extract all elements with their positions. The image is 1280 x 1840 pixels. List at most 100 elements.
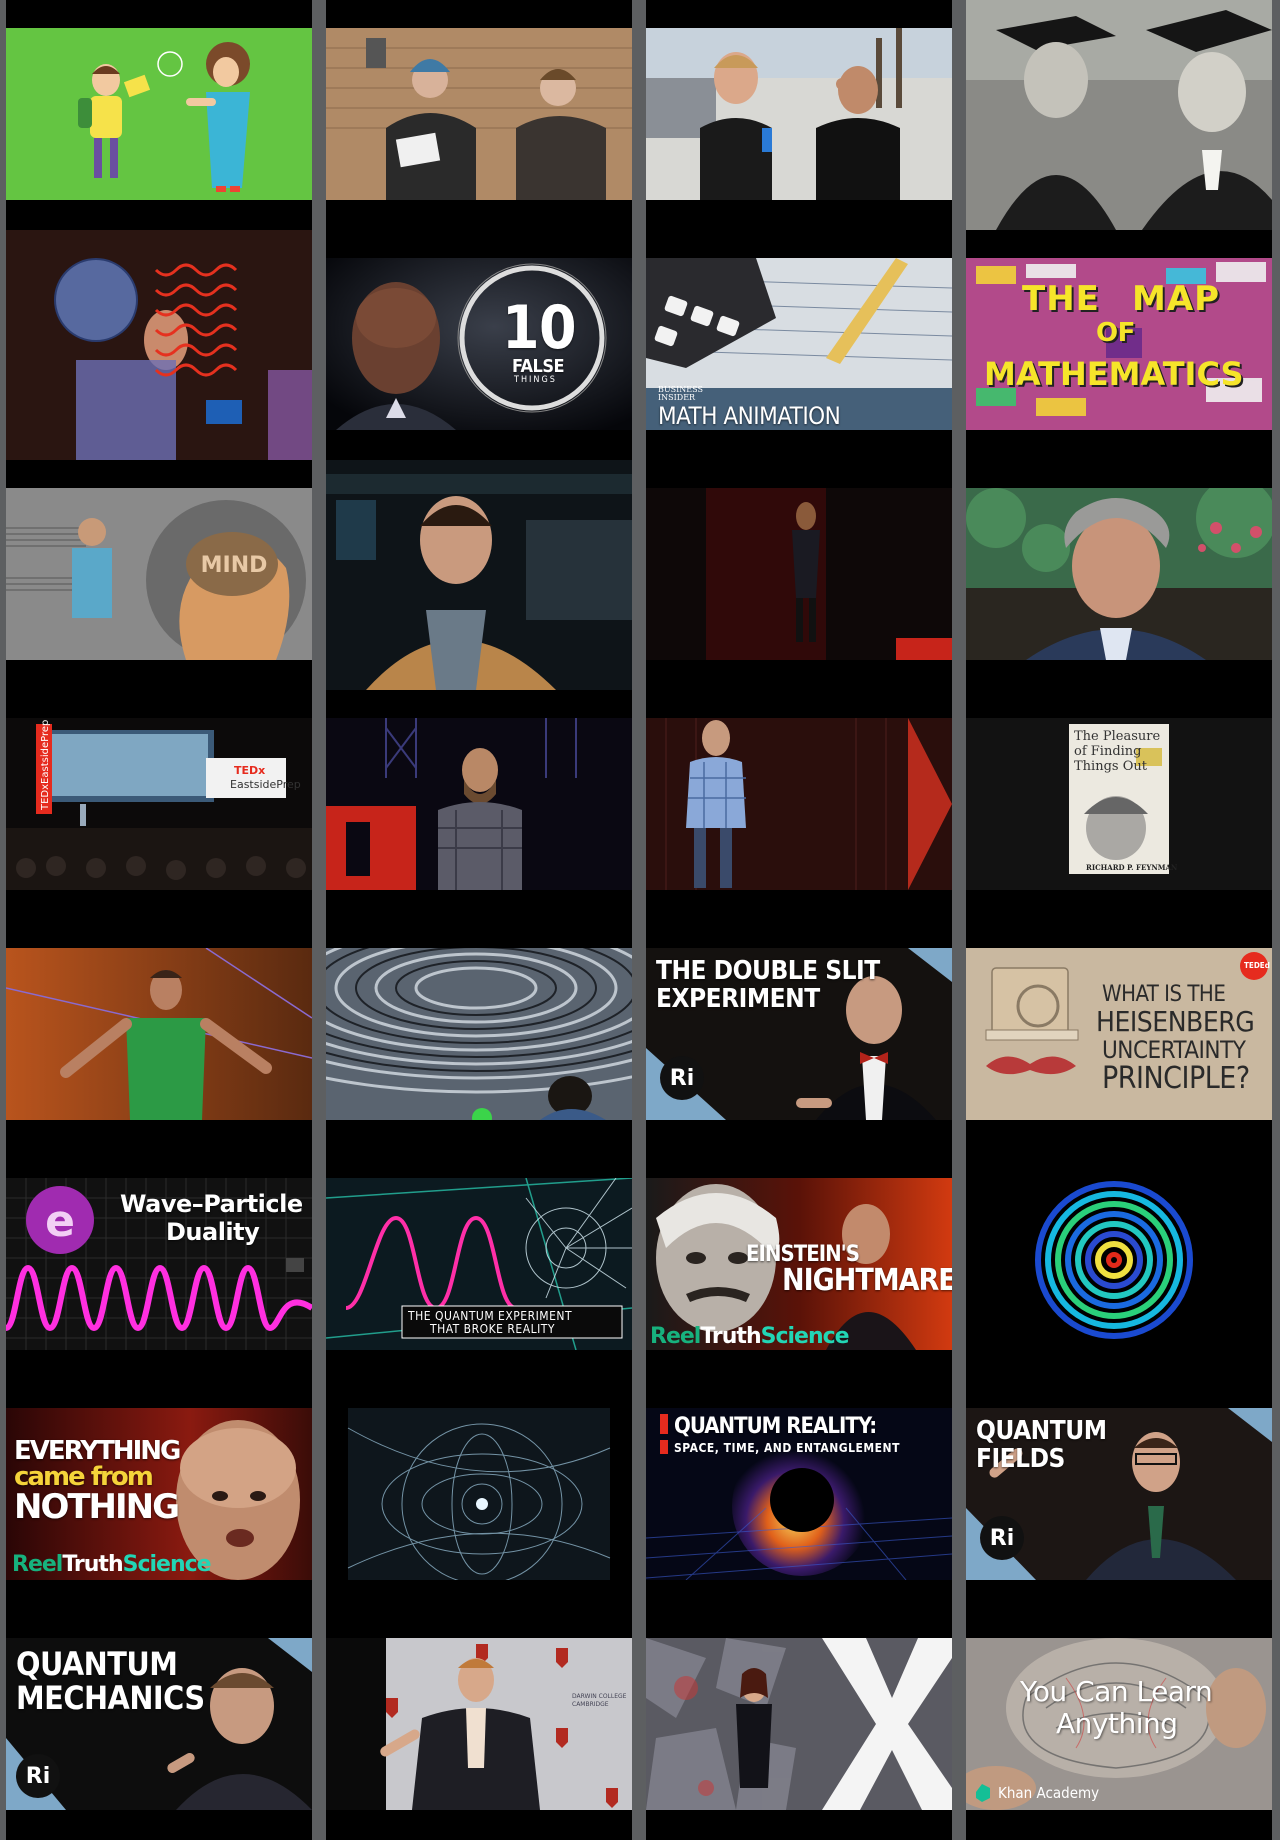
video-tile[interactable]	[326, 460, 632, 690]
video-thumbnail[interactable]	[966, 0, 1272, 230]
video-thumbnail[interactable]	[6, 948, 312, 1120]
video-thumbnail[interactable]: e Wave–Particle Duality	[6, 1178, 312, 1350]
science-word: Science	[122, 1552, 212, 1577]
video-thumbnail[interactable]: EINSTEIN'S NIGHTMARE ReelTruthScience	[646, 1178, 952, 1350]
video-thumbnail[interactable]: QUANTUM REALITY: SPACE, TIME, AND ENTANG…	[646, 1408, 952, 1580]
video-thumbnail[interactable]	[6, 28, 312, 200]
beach-interview-image	[646, 28, 952, 200]
video-thumbnail[interactable]	[966, 1178, 1272, 1350]
everything-nothing-image	[6, 1408, 312, 1580]
darwin-college-text: DARWIN COLLEGE	[572, 1693, 627, 1700]
qexp-line-1: THE QUANTUM EXPERIMENT	[408, 1309, 573, 1323]
einsteins-nightmare-image	[646, 1178, 952, 1350]
video-tile[interactable]: QUANTUM REALITY: SPACE, TIME, AND ENTANG…	[646, 1380, 952, 1610]
video-thumbnail[interactable]: The Pleasure of Finding Things Out RICHA…	[966, 718, 1272, 890]
false-things-number: 10	[502, 293, 577, 363]
video-thumbnail[interactable]: MIND	[6, 488, 312, 660]
video-thumbnail[interactable]: 10 FALSE THINGS	[326, 258, 632, 430]
video-tile[interactable]	[326, 0, 632, 230]
video-tile[interactable]	[646, 460, 952, 690]
truth-word: Truth	[62, 1552, 123, 1577]
video-thumbnail[interactable]: THE DOUBLE SLIT EXPERIMENT Ri	[646, 948, 952, 1120]
video-thumbnail[interactable]: TEDx EastsidePrep TEDxEastsidePrep	[6, 718, 312, 890]
video-tile[interactable]	[646, 0, 952, 230]
video-tile[interactable]: DARWIN COLLEGE CAMBRIDGE	[326, 1610, 632, 1840]
video-tile[interactable]: QUANTUM FIELDS Ri	[966, 1380, 1272, 1610]
video-tile[interactable]: 10 FALSE THINGS	[326, 230, 632, 460]
heisenberg-line-2: HEISENBERG	[1096, 1005, 1255, 1038]
ri-badge: Ri	[980, 1516, 1024, 1560]
video-tile[interactable]: MIND	[6, 460, 312, 690]
video-tile[interactable]	[966, 1150, 1272, 1380]
cambridge-text: CAMBRIDGE	[572, 1701, 609, 1708]
e-logo: e	[45, 1196, 75, 1247]
video-thumbnail[interactable]: THE MAP OF MATHEMATICS	[966, 258, 1272, 430]
video-tile[interactable]	[326, 690, 632, 920]
column-3: BUSINESS INSIDER MATH ANIMATION	[646, 0, 952, 1840]
video-thumbnail[interactable]: TEDEd WHAT IS THE HEISENBERG UNCERTAINTY…	[966, 948, 1272, 1120]
tedx-stage-image: TEDx EastsidePrep TEDxEastsidePrep	[6, 718, 312, 890]
darwin-college-image: DARWIN COLLEGE CAMBRIDGE	[326, 1638, 632, 1810]
wave-line-1: Wave–Particle	[120, 1190, 303, 1218]
graduates-image	[966, 0, 1272, 230]
speaker-green-shirt-image	[6, 948, 312, 1120]
video-tile[interactable]	[326, 920, 632, 1150]
qmech-line-2: MECHANICS	[16, 1679, 205, 1717]
two-teens-image	[326, 28, 632, 200]
video-thumbnail[interactable]: BUSINESS INSIDER MATH ANIMATION	[646, 258, 952, 430]
khan-brand: Khan Academy	[998, 1784, 1100, 1802]
video-thumbnail[interactable]	[646, 488, 952, 660]
reel-word: Reel	[650, 1324, 701, 1349]
video-tile[interactable]: THE QUANTUM EXPERIMENT THAT BROKE REALIT…	[326, 1150, 632, 1380]
science-word: Science	[760, 1324, 850, 1349]
video-tile[interactable]	[6, 0, 312, 230]
book-author: RICHARD P. FEYNMAN	[1086, 863, 1178, 872]
video-tile[interactable]: The Pleasure of Finding Things Out RICHA…	[966, 690, 1272, 920]
video-tile[interactable]	[6, 920, 312, 1150]
video-tile[interactable]	[646, 1610, 952, 1840]
video-tile[interactable]: TEDEd WHAT IS THE HEISENBERG UNCERTAINTY…	[966, 920, 1272, 1150]
ripple-pattern-image	[326, 948, 632, 1120]
video-thumbnail[interactable]: EVERYTHING came from NOTHING ReelTruthSc…	[6, 1408, 312, 1580]
video-tile[interactable]	[326, 1380, 632, 1610]
ri-badge: Ri	[660, 1056, 704, 1100]
heisenberg-line-4: PRINCIPLE?	[1102, 1061, 1250, 1096]
video-tile[interactable]: BUSINESS INSIDER MATH ANIMATION	[646, 230, 952, 460]
false-things-sub: THINGS	[514, 375, 557, 385]
ten-false-things-image	[326, 258, 632, 430]
video-tile[interactable]	[6, 230, 312, 460]
video-tile[interactable]: QUANTUM MECHANICS Ri	[6, 1610, 312, 1840]
false-things-word: FALSE	[512, 356, 565, 377]
video-thumbnail[interactable]	[646, 718, 952, 890]
mind-word: MIND	[201, 553, 268, 578]
video-tile[interactable]	[966, 460, 1272, 690]
video-tile[interactable]: e Wave–Particle Duality	[6, 1150, 312, 1380]
video-thumbnail[interactable]	[326, 718, 632, 890]
video-thumbnail[interactable]: QUANTUM MECHANICS Ri	[6, 1638, 312, 1810]
video-thumbnail[interactable]: You Can Learn Anything Khan Academy	[966, 1638, 1272, 1810]
video-thumbnail[interactable]: THE QUANTUM EXPERIMENT THAT BROKE REALIT…	[326, 1178, 632, 1350]
video-thumbnail[interactable]	[966, 488, 1272, 660]
video-tile[interactable]: TEDx EastsidePrep TEDxEastsidePrep	[6, 690, 312, 920]
video-tile[interactable]: EINSTEIN'S NIGHTMARE ReelTruthScience	[646, 1150, 952, 1380]
video-thumbnail[interactable]	[326, 460, 632, 690]
video-thumbnail[interactable]	[646, 28, 952, 200]
video-tile[interactable]: You Can Learn Anything Khan Academy	[966, 1610, 1272, 1840]
khan-line-1: You Can Learn	[1020, 1675, 1213, 1708]
video-thumbnail[interactable]	[646, 1638, 952, 1810]
video-tile[interactable]: THE MAP OF MATHEMATICS	[966, 230, 1272, 460]
video-tile[interactable]	[646, 690, 952, 920]
video-thumbnail[interactable]	[326, 28, 632, 200]
video-thumbnail[interactable]	[326, 1408, 632, 1580]
qmech-line-1: QUANTUM	[16, 1645, 178, 1683]
video-tile[interactable]: THE DOUBLE SLIT EXPERIMENT Ri	[646, 920, 952, 1150]
nothing-line-1: EVERYTHING	[14, 1436, 181, 1466]
video-tile[interactable]	[966, 0, 1272, 230]
qreality-line-2: SPACE, TIME, AND ENTANGLEMENT	[674, 1441, 900, 1455]
map-line-3: OF	[1096, 318, 1135, 348]
video-thumbnail[interactable]: QUANTUM FIELDS Ri	[966, 1408, 1272, 1580]
video-thumbnail[interactable]	[6, 230, 312, 460]
video-tile[interactable]: EVERYTHING came from NOTHING ReelTruthSc…	[6, 1380, 312, 1610]
video-thumbnail[interactable]	[326, 948, 632, 1120]
video-thumbnail[interactable]: DARWIN COLLEGE CAMBRIDGE	[326, 1638, 632, 1810]
